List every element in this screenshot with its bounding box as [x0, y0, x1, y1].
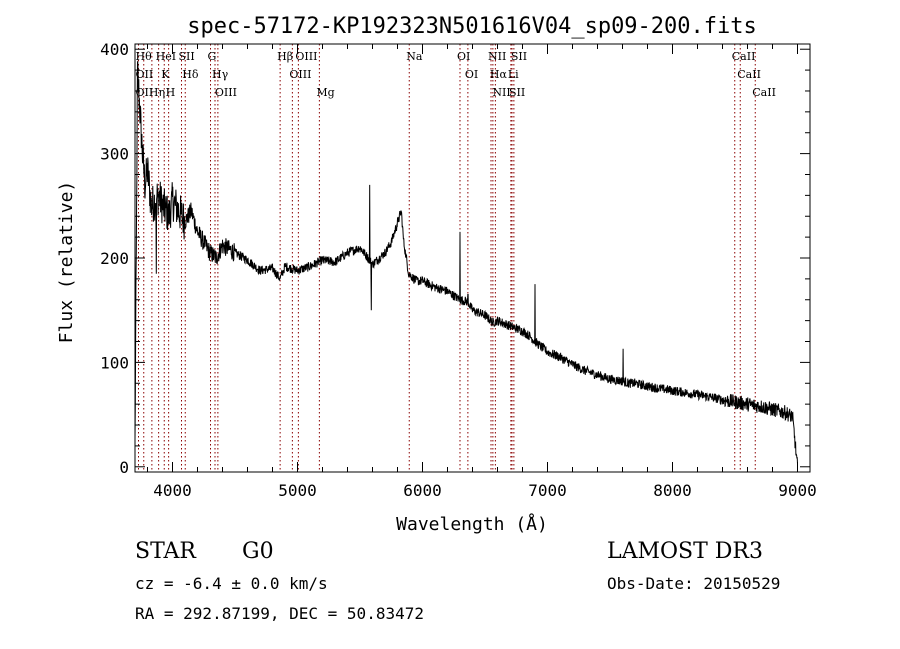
spectral-line-label: Hη [149, 86, 165, 99]
spectral-line-label: K [161, 68, 170, 81]
spectral-line-label: CaII [752, 86, 776, 99]
y-axis-ticks: 0 100 200 300 400 [100, 40, 810, 477]
x-axis-label: Wavelength (Å) [396, 513, 548, 535]
spectral-line-label: Na [406, 50, 423, 63]
spectral-line-label: Hβ [277, 50, 293, 63]
spectral-line-labels: HθOIIOIIHηHeIKHSIIHδGHγOIIIHβOIIIOIIIMgN… [136, 50, 776, 99]
spectral-line-label: CaII [732, 50, 756, 63]
spectral-line-label: G [208, 50, 217, 63]
x-tick-label: 6000 [403, 481, 442, 500]
survey-name: LAMOST DR3 [607, 539, 763, 564]
spectral-line-label: OIII [289, 68, 311, 81]
x-axis-ticks: 4000 5000 6000 7000 8000 9000 [147, 44, 817, 500]
y-tick-label: 300 [100, 145, 129, 164]
spectral-line-markers [138, 44, 756, 472]
y-tick-label: 400 [100, 40, 129, 59]
x-tick-label: 9000 [778, 481, 817, 500]
spectral-line-label: SII [509, 86, 525, 99]
y-tick-label: 200 [100, 249, 129, 268]
object-subclass: G0 [242, 539, 274, 564]
spectral-line-label: Hγ [212, 68, 229, 81]
spectral-line-label: OIII [215, 86, 237, 99]
spectral-line-label: NII [492, 86, 510, 99]
spectral-line-label: Hα [490, 68, 508, 81]
spectral-line-label: Hδ [182, 68, 199, 81]
y-tick-label: 0 [119, 458, 129, 477]
observation-date: Obs-Date: 20150529 [607, 574, 780, 593]
spectral-line-label: Hθ [136, 50, 153, 63]
plot-frame [134, 43, 811, 473]
spectral-line-label: OII [136, 86, 154, 99]
redshift-velocity: cz = -6.4 ± 0.0 km/s [135, 574, 328, 593]
spectrum-line [134, 60, 798, 464]
y-tick-label: 100 [100, 353, 129, 372]
spectral-line-label: OI [465, 68, 478, 81]
spectral-line-label: HeI [156, 50, 176, 63]
object-class: STAR [135, 539, 197, 564]
spectrum-series [134, 60, 798, 464]
spectral-line-label: CaII [737, 68, 761, 81]
chart-title: spec-57172-KP192323N501616V04_sp09-200.f… [187, 14, 757, 39]
spectral-line-label: SII [179, 50, 195, 63]
spectral-line-label: Mg [316, 86, 334, 99]
spectral-line-label: SII [511, 50, 527, 63]
x-tick-label: 8000 [653, 481, 692, 500]
spectral-line-label: OII [136, 68, 154, 81]
spectral-line-label: OIII [295, 50, 317, 63]
spectral-line-label: Li [508, 68, 519, 81]
coordinates: RA = 292.87199, DEC = 50.83472 [135, 604, 424, 623]
x-tick-label: 4000 [153, 481, 192, 500]
x-tick-label: 5000 [278, 481, 317, 500]
spectral-line-label: H [166, 86, 176, 99]
x-tick-label: 7000 [528, 481, 567, 500]
spectral-line-label: NII [488, 50, 506, 63]
y-axis-label: Flux (relative) [56, 181, 77, 344]
spectral-line-label: OI [457, 50, 470, 63]
